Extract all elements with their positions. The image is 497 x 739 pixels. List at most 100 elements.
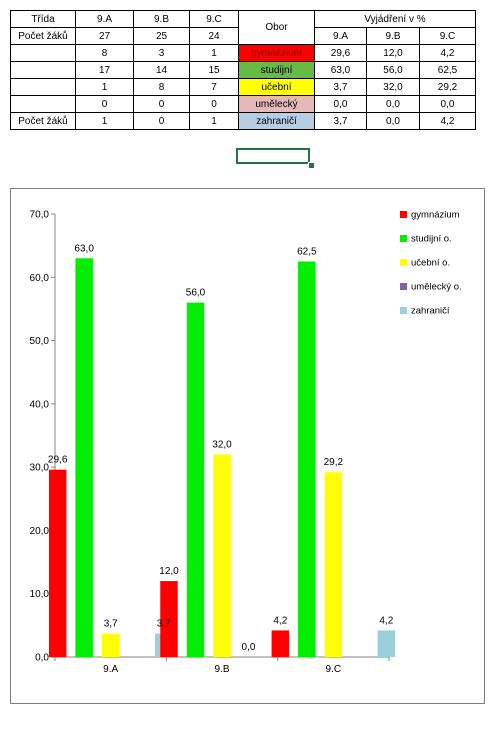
- cell-count[interactable]: 8: [133, 78, 190, 96]
- cell-pocet-value[interactable]: 27: [75, 27, 134, 45]
- y-tick-label: 0,0: [35, 653, 49, 664]
- cell-head-pct-class[interactable]: 9.A: [314, 27, 367, 45]
- data-label: 62,5: [297, 246, 317, 257]
- legend-entry: učební o.: [411, 258, 450, 269]
- y-tick-label: 60,0: [30, 273, 50, 284]
- cell-pct[interactable]: 3,7: [314, 112, 367, 130]
- data-label: 4,2: [273, 615, 287, 626]
- bar[interactable]: [324, 472, 343, 657]
- cell-head-obor[interactable]: Obor: [238, 10, 315, 45]
- bar[interactable]: [101, 633, 120, 657]
- cell-head-pct-class[interactable]: 9.B: [366, 27, 420, 45]
- cell-empty[interactable]: [10, 44, 76, 62]
- cell-pct[interactable]: 3,7: [314, 78, 367, 96]
- cell-count[interactable]: 3: [133, 44, 190, 62]
- cell-pct[interactable]: 29,6: [314, 44, 367, 62]
- cell-count[interactable]: 0: [75, 95, 134, 113]
- cell-pocet-value[interactable]: 25: [133, 27, 190, 45]
- chart-area[interactable]: 0,0 10,0 20,0 30,0 40,0 50,0 60,0 70,0 9.A 9.B 9.…: [10, 188, 485, 704]
- cell-obor-umelecky[interactable]: umělecký: [238, 95, 315, 113]
- cell-head-class[interactable]: 9.A: [75, 10, 134, 28]
- table-row: 8 3 1 gymnázium 29,6 12,0 4,2: [10, 44, 476, 62]
- cell-count[interactable]: 0: [133, 95, 190, 113]
- bar[interactable]: [213, 454, 231, 657]
- x-tick-label: 9.B: [214, 664, 229, 675]
- cell-head-class[interactable]: 9.C: [189, 10, 239, 28]
- cell-empty[interactable]: [10, 95, 76, 113]
- cell-pocet-label[interactable]: Počet žáků: [10, 27, 76, 45]
- cell-pct[interactable]: 4,2: [419, 44, 476, 62]
- cell-bottom-label[interactable]: Počet žáků: [10, 112, 76, 130]
- x-axis: 9.A 9.B 9.C: [54, 656, 390, 675]
- cell-empty[interactable]: [10, 78, 76, 96]
- legend-swatch: [400, 235, 407, 242]
- cell-count[interactable]: 1: [75, 112, 134, 130]
- cell-count[interactable]: 7: [189, 78, 239, 96]
- cell-pct[interactable]: 29,2: [419, 78, 476, 96]
- table-row: Třída 9.A 9.B 9.C Obor Vyjádření v %: [10, 10, 476, 45]
- cell-pct[interactable]: 4,2: [419, 112, 476, 130]
- cell-pct[interactable]: 0,0: [366, 112, 420, 130]
- table-row: Počet žáků 1 0 1 zahraničí 3,7 0,0 4,2: [10, 112, 476, 130]
- legend-swatch: [400, 307, 407, 314]
- cell-pct[interactable]: 0,0: [419, 95, 476, 113]
- cell-pct[interactable]: 12,0: [366, 44, 420, 62]
- bar[interactable]: [186, 302, 205, 657]
- cell-count[interactable]: 1: [189, 112, 239, 130]
- legend-swatch: [400, 211, 407, 218]
- legend[interactable]: gymnázium studijní o. učební o. umělecký o.…: [400, 210, 462, 317]
- y-tick-label: 40,0: [30, 399, 50, 410]
- legend-swatch: [400, 283, 407, 290]
- x-tick-label: 9.A: [103, 664, 118, 675]
- legend-entry: umělecký o.: [411, 282, 462, 293]
- cell-count[interactable]: 1: [189, 44, 239, 62]
- table-row: 1 8 7 učební 3,7 32,0 29,2: [10, 78, 476, 96]
- legend-swatch: [400, 259, 407, 266]
- cell-head-class[interactable]: 9.B: [133, 10, 190, 28]
- fill-handle[interactable]: [308, 162, 315, 169]
- cell-pct[interactable]: 63,0: [314, 61, 367, 79]
- cell-obor-gymnazium[interactable]: gymnázium: [238, 44, 315, 62]
- summary-table: Třída 9.A 9.B 9.C Obor Vyjádření v % Poč…: [10, 10, 476, 130]
- data-label: 4,2: [379, 615, 393, 626]
- cell-selection[interactable]: [236, 148, 310, 164]
- cell-head-vyjadreni[interactable]: Vyjádření v %: [314, 10, 476, 28]
- table-row: 17 14 15 studijní 63,0 56,0 62,5: [10, 61, 476, 79]
- cell-pct[interactable]: 62,5: [419, 61, 476, 79]
- cell-pct[interactable]: 0,0: [314, 95, 367, 113]
- cell-count[interactable]: 15: [189, 61, 239, 79]
- cell-head-pct-class[interactable]: 9.C: [419, 27, 476, 45]
- data-label: 3,7: [157, 619, 171, 630]
- data-label: 0,0: [242, 642, 256, 653]
- table-row: 0 0 0 umělecký 0,0 0,0 0,0: [10, 95, 476, 113]
- cell-head-trida[interactable]: Třída: [10, 10, 76, 28]
- cell-count[interactable]: 0: [133, 112, 190, 130]
- table-row: Počet žáků 27 25 24 9.A 9.B 9.C: [10, 27, 476, 45]
- cell-obor-studijni[interactable]: studijní: [238, 61, 315, 79]
- data-label: 3,7: [104, 619, 118, 630]
- bar[interactable]: [298, 261, 316, 657]
- bar[interactable]: [271, 630, 290, 657]
- bar[interactable]: [160, 581, 178, 657]
- cell-count[interactable]: 1: [75, 78, 134, 96]
- cell-obor-zahranici[interactable]: zahraničí: [238, 112, 315, 130]
- bar[interactable]: [75, 258, 93, 657]
- bar-chart: 0,010,020,030,040,050,060,070,0 9.A 9.B 9.…: [30, 210, 462, 676]
- cell-pct[interactable]: 56,0: [366, 61, 420, 79]
- cell-count[interactable]: 17: [75, 61, 134, 79]
- y-tick-label: 70,0: [30, 210, 50, 221]
- cell-pocet-value[interactable]: 24: [189, 27, 239, 45]
- legend-entry: zahraničí: [411, 306, 450, 317]
- cell-count[interactable]: 0: [189, 95, 239, 113]
- cell-empty[interactable]: [10, 61, 76, 79]
- cell-pct[interactable]: 0,0: [366, 95, 420, 113]
- cell-count[interactable]: 14: [133, 61, 190, 79]
- data-label: 32,0: [212, 439, 232, 450]
- bar[interactable]: [48, 469, 67, 657]
- cell-obor-ucebni[interactable]: učební: [238, 78, 315, 96]
- cell-pct[interactable]: 32,0: [366, 78, 420, 96]
- legend-entry: studijní o.: [411, 234, 452, 245]
- legend-entry: gymnázium: [411, 210, 460, 221]
- bar[interactable]: [377, 630, 396, 657]
- cell-count[interactable]: 8: [75, 44, 134, 62]
